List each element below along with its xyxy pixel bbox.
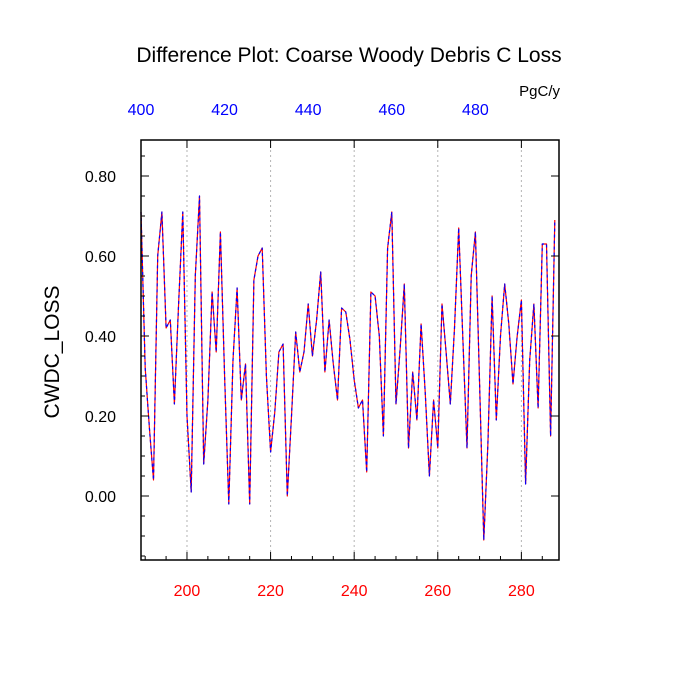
- y-tick-label: 0.00: [85, 489, 116, 506]
- plot-frame: [140, 139, 560, 561]
- series-line-1: [140, 195, 556, 541]
- x-tick-label: 240: [341, 583, 368, 600]
- units-label: PgC/y: [519, 83, 560, 100]
- y-tick-label: 0.40: [85, 329, 116, 346]
- y-axis-label: CWDC_LOSS: [41, 285, 64, 418]
- top-x-tick-label: 480: [462, 102, 489, 119]
- chart-title: Difference Plot: Coarse Woody Debris C L…: [136, 44, 561, 67]
- x-tick-label: 280: [508, 583, 535, 600]
- series-line-0: [140, 195, 556, 541]
- x-tick-label: 220: [257, 583, 284, 600]
- axes: 200 220 240 260 280 400 420 440 460 480 0.00 0.20 0.…: [85, 102, 559, 600]
- x-tick-label: 260: [424, 583, 451, 600]
- y-tick-label: 0.60: [85, 249, 116, 266]
- grid: [186, 140, 522, 560]
- top-x-tick-label: 460: [378, 102, 405, 119]
- series-layer: [140, 195, 556, 541]
- x-tick-label: 200: [174, 583, 201, 600]
- top-x-tick-label: 440: [295, 102, 322, 119]
- top-x-tick-label: 400: [128, 102, 155, 119]
- top-x-tick-label: 420: [211, 102, 238, 119]
- y-tick-label: 0.80: [85, 169, 116, 186]
- y-tick-label: 0.20: [85, 409, 116, 426]
